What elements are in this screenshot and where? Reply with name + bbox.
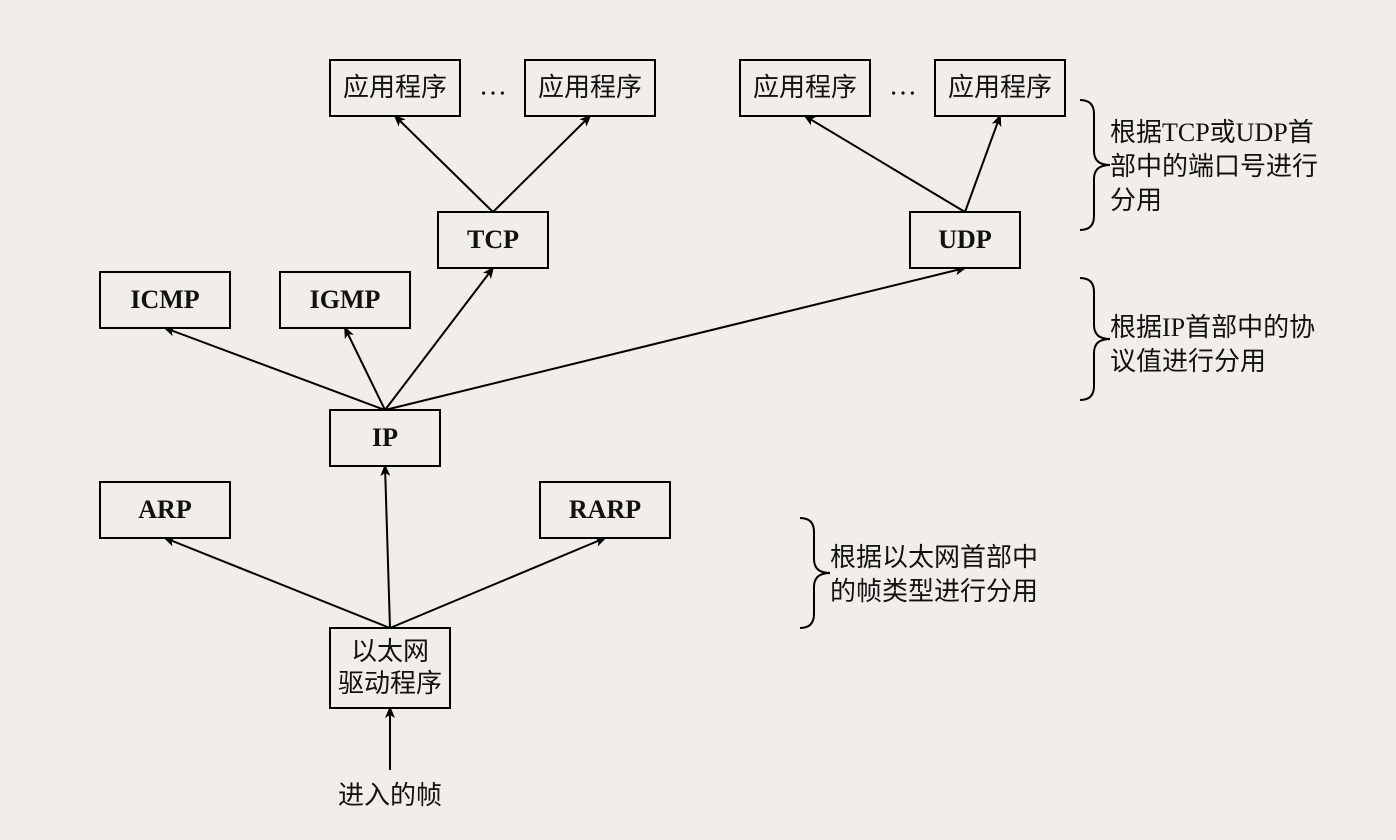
node-app_tcp_1: 应用程序 <box>330 60 460 116</box>
edge-arrow <box>385 466 390 628</box>
node-udp: UDP <box>910 212 1020 268</box>
node-label: 应用程序 <box>343 73 447 102</box>
annotation-anno2: 议值进行分用 <box>1110 347 1266 376</box>
node-label: RARP <box>569 495 641 524</box>
node-label: IP <box>372 423 398 452</box>
node-icmp: ICMP <box>100 272 230 328</box>
node-tcp: TCP <box>438 212 548 268</box>
annotation-anno3: 根据以太网首部中 <box>830 543 1038 572</box>
node-app_tcp_2: 应用程序 <box>525 60 655 116</box>
node-label: 应用程序 <box>753 73 857 102</box>
ellipsis: … <box>889 70 917 101</box>
node-label: TCP <box>467 225 519 254</box>
node-label: 应用程序 <box>948 73 1052 102</box>
brace-b3 <box>800 518 830 628</box>
annotation-anno1: 分用 <box>1110 186 1162 215</box>
node-rarp: RARP <box>540 482 670 538</box>
node-label: 以太网 <box>351 637 429 666</box>
edge-arrow <box>390 538 605 628</box>
edge-arrow <box>493 116 590 212</box>
edge-arrow <box>965 116 1000 212</box>
incoming-frame-label: 进入的帧 <box>338 781 442 810</box>
network-demux-diagram: 应用程序 应用程序 应用程序 应用程序 TCP UDP ICMP IGMP IP ARP RARP 以… <box>0 0 1396 840</box>
node-igmp: IGMP <box>280 272 410 328</box>
annotation-anno1: 部中的端口号进行 <box>1110 152 1318 181</box>
node-ip: IP <box>330 410 440 466</box>
edge-arrow <box>165 538 390 628</box>
node-label: ICMP <box>130 285 199 314</box>
annotation-anno3: 的帧类型进行分用 <box>830 577 1038 606</box>
node-label: IGMP <box>310 285 381 314</box>
node-app_udp_2: 应用程序 <box>935 60 1065 116</box>
node-label: UDP <box>938 225 992 254</box>
edge-arrow <box>395 116 493 212</box>
node-label: 驱动程序 <box>338 669 442 698</box>
node-arp: ARP <box>100 482 230 538</box>
node-label: 应用程序 <box>538 73 642 102</box>
annotation-anno2: 根据IP首部中的协 <box>1110 313 1315 342</box>
edge-arrow <box>385 268 965 410</box>
annotation-anno1: 根据TCP或UDP首 <box>1110 118 1314 147</box>
node-eth: 以太网驱动程序 <box>330 628 450 708</box>
node-app_udp_1: 应用程序 <box>740 60 870 116</box>
brace-b2 <box>1080 278 1110 400</box>
ellipsis: … <box>479 70 507 101</box>
brace-b1 <box>1080 100 1110 230</box>
node-label: ARP <box>138 495 192 524</box>
edge-arrow <box>805 116 965 212</box>
